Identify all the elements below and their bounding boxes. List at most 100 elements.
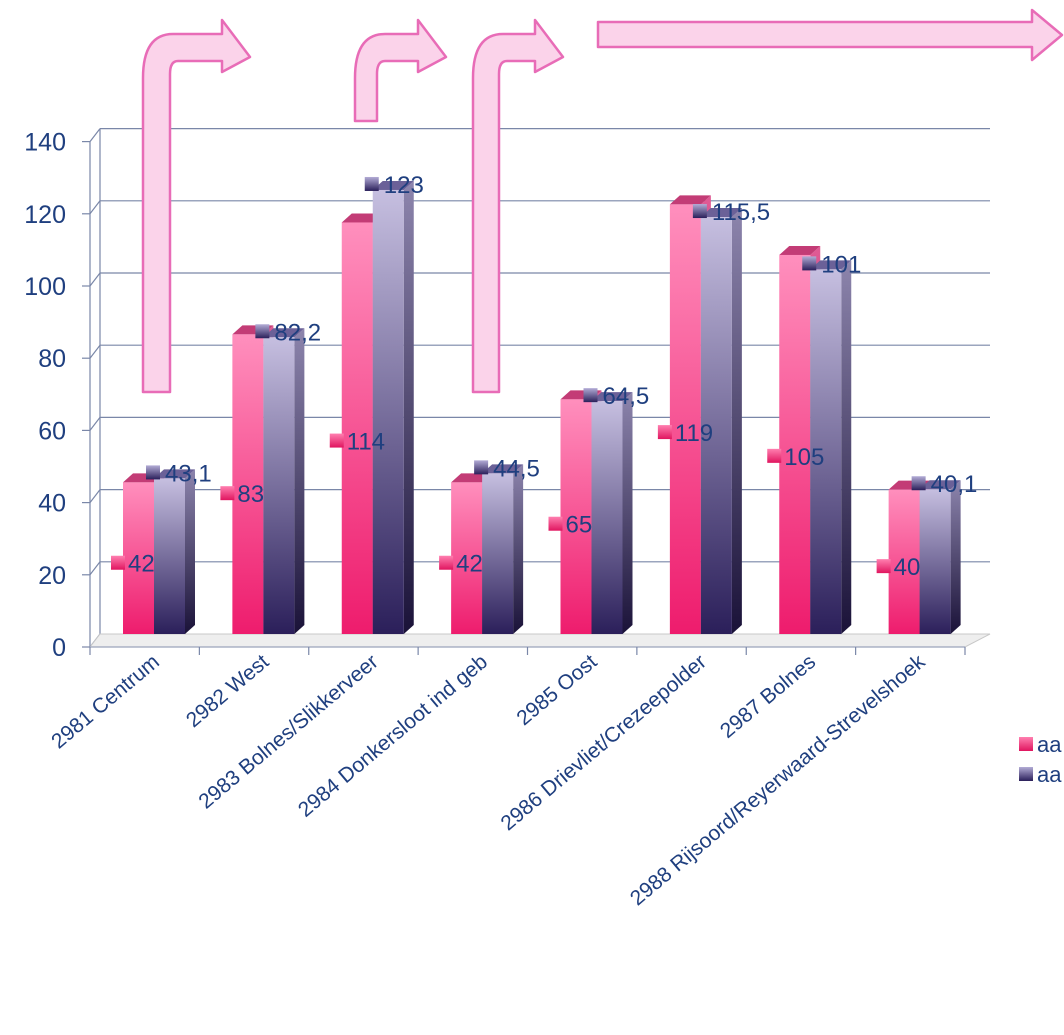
bar-series2-side bbox=[513, 464, 524, 634]
bar-series2 bbox=[810, 260, 852, 634]
straight-arrow bbox=[596, 8, 1064, 62]
bar-series2-front bbox=[700, 217, 732, 635]
y-tick-label: 100 bbox=[24, 273, 66, 301]
floor-plane bbox=[88, 633, 991, 648]
data-label-series2: 64,5 bbox=[603, 383, 650, 410]
data-label-series2: 43,1 bbox=[165, 460, 212, 487]
bar-series2-top bbox=[810, 260, 852, 270]
bar-series2-side bbox=[294, 328, 305, 634]
gridline-side bbox=[89, 489, 101, 503]
marker-series1 bbox=[876, 559, 891, 574]
legend: aa aa bbox=[1019, 732, 1062, 787]
marker-series1 bbox=[329, 433, 344, 448]
y-tick-label: 60 bbox=[38, 417, 66, 445]
bar-series1-top bbox=[451, 473, 493, 483]
bent-arrow bbox=[353, 18, 448, 123]
bar-series1-front bbox=[123, 482, 154, 634]
legend-label: aa bbox=[1037, 732, 1062, 757]
legend-item: aa bbox=[1019, 762, 1062, 787]
x-tick-label: 2981 Centrum bbox=[47, 650, 164, 753]
y-tick-label: 120 bbox=[24, 201, 66, 229]
data-label-series1: 65 bbox=[566, 512, 593, 539]
x-tick-label: 2982 West bbox=[182, 650, 274, 732]
x-tick-label: 2986 Drievliet/Crezeepolder bbox=[497, 650, 711, 835]
y-tick-label: 20 bbox=[38, 562, 66, 590]
bar-series2 bbox=[919, 480, 961, 634]
gridline-side bbox=[89, 128, 101, 142]
data-label-series1: 114 bbox=[347, 429, 385, 456]
marker-series2 bbox=[255, 324, 270, 339]
marker-series1 bbox=[767, 448, 782, 463]
data-label-series1: 119 bbox=[675, 420, 713, 447]
bar-series2-front bbox=[154, 478, 185, 634]
y-tick-label: 80 bbox=[38, 345, 66, 373]
y-tick-label: 0 bbox=[52, 634, 66, 662]
bar-series2-front bbox=[919, 489, 951, 634]
gridline-side bbox=[89, 272, 101, 287]
gridlines bbox=[89, 128, 990, 648]
bar-series2-front bbox=[263, 337, 295, 634]
gridline-side bbox=[89, 200, 101, 215]
bar-series2-side bbox=[841, 260, 852, 634]
bar-series2-top bbox=[263, 328, 305, 338]
bar-series1-front bbox=[669, 204, 701, 634]
bar-series2 bbox=[263, 328, 305, 634]
bar-series2 bbox=[482, 464, 524, 634]
bar-series1-front bbox=[888, 489, 920, 634]
bar-series2-top bbox=[154, 469, 195, 479]
bar-series2 bbox=[372, 180, 414, 634]
bar-series2-side bbox=[185, 469, 195, 634]
y-tick-label: 40 bbox=[38, 490, 66, 518]
data-label-series2: 40,1 bbox=[931, 471, 978, 498]
data-labels: 42 43,1 83 82,2 114 123 42 44,5 65 64,5 119 115,5 10… bbox=[111, 172, 977, 581]
bar-series2-top bbox=[482, 464, 524, 474]
bar-series1-top bbox=[341, 213, 383, 223]
bent-arrow bbox=[471, 18, 565, 394]
data-label-series1: 42 bbox=[456, 551, 483, 578]
bar-series1-top bbox=[779, 245, 821, 255]
marker-series2 bbox=[583, 388, 598, 403]
data-label-series2: 115,5 bbox=[712, 199, 770, 226]
bar-series2-side bbox=[403, 180, 414, 634]
x-tick-label: 2983 Bolnes/Slikkerveer bbox=[194, 650, 382, 813]
gridline-side bbox=[89, 344, 101, 359]
x-tick-label: 2987 Bolnes bbox=[716, 650, 820, 743]
bar-series2-top bbox=[919, 480, 961, 490]
y-axis: 0 20 40 60 80 100 120 140 bbox=[24, 129, 90, 662]
marker-series2 bbox=[364, 176, 379, 191]
marker-series1 bbox=[657, 425, 672, 440]
bar-series1-front bbox=[451, 482, 483, 634]
bent-arrow bbox=[141, 18, 252, 394]
bar-series2-front bbox=[372, 189, 404, 634]
bar-series1-front bbox=[232, 334, 264, 634]
bar-series2-side bbox=[950, 480, 961, 634]
chart-floor bbox=[88, 633, 991, 648]
gridline-side bbox=[89, 561, 101, 576]
bar-series1-top bbox=[669, 195, 711, 205]
marker-series1 bbox=[111, 555, 125, 570]
bars bbox=[123, 180, 961, 635]
bar-series1-front bbox=[779, 254, 811, 634]
legend-item: aa bbox=[1019, 732, 1062, 757]
data-label-series2: 44,5 bbox=[493, 455, 540, 482]
marker-series2 bbox=[474, 460, 489, 475]
data-label-series1: 40 bbox=[894, 554, 921, 581]
marker-series2 bbox=[911, 476, 926, 491]
bar-series2 bbox=[700, 208, 742, 635]
bar-series1-front bbox=[341, 222, 373, 634]
bar-series2-front bbox=[482, 473, 514, 634]
bar-series2 bbox=[154, 469, 195, 634]
bar-series2-top bbox=[591, 392, 633, 402]
legend-swatch bbox=[1019, 737, 1033, 751]
y-tick-label: 140 bbox=[24, 129, 66, 157]
x-tick-label: 2985 Oost bbox=[512, 650, 601, 730]
bar-series2-top bbox=[700, 208, 742, 218]
data-label-series1: 42 bbox=[128, 551, 155, 578]
marker-series2 bbox=[146, 465, 160, 480]
bar-series2 bbox=[591, 392, 633, 634]
marker-series1 bbox=[220, 486, 235, 501]
marker-series1 bbox=[439, 555, 454, 570]
data-label-series2: 123 bbox=[384, 172, 424, 199]
